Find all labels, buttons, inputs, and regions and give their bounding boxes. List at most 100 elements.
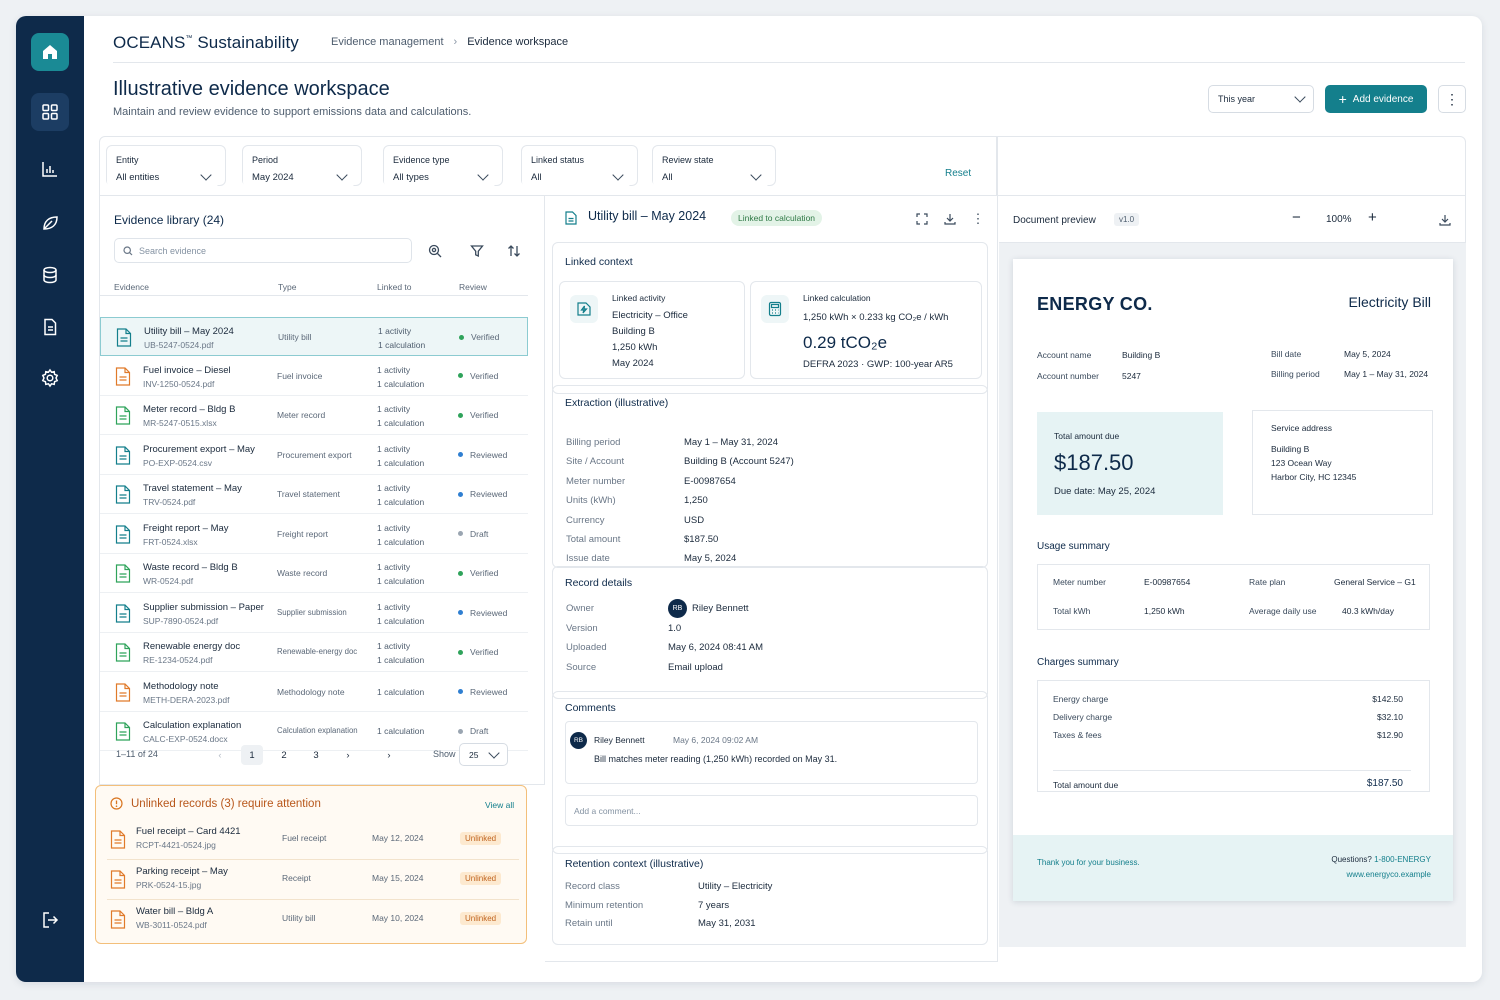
total-due-amount: $187.50 <box>1054 450 1134 475</box>
evidence-type: Utility bill <box>278 332 312 342</box>
filter-period[interactable]: Period May 2024 <box>242 145 362 187</box>
status-dot <box>458 412 463 418</box>
column-header-evidence[interactable]: Evidence <box>114 282 149 292</box>
unlinked-filename: RCPT-4421-0524.jpg <box>136 840 216 850</box>
search-icon <box>123 245 133 255</box>
table-row[interactable]: Supplier submission – Paper SUP-7890-0524… <box>100 594 528 633</box>
table-row[interactable]: Calculation explanation CALC-EXP-0524.doc… <box>100 712 528 751</box>
add-comment-input[interactable]: Add a comment... <box>565 795 978 826</box>
bill-title: Electricity Bill <box>1348 294 1431 310</box>
linked-activity-card[interactable]: Linked activity Electricity – Office Bui… <box>559 281 745 379</box>
breadcrumb-separator: › <box>453 36 458 48</box>
evidence-type: Calculation explanation <box>277 726 358 735</box>
filter-select[interactable]: All <box>522 167 631 187</box>
table-row[interactable]: Waste record – Bldg B WR-0524.pdf Waste re… <box>100 554 528 593</box>
column-header-type[interactable]: Type <box>278 282 297 292</box>
period-select[interactable]: This year <box>1208 85 1314 113</box>
linked-to-line2: 1 calculation <box>377 457 425 468</box>
unlinked-records-panel: Unlinked records (3) require attention V… <box>95 785 527 944</box>
expand-icon[interactable] <box>911 208 933 230</box>
table-row[interactable]: Renewable energy doc RE-1234-0524.pdf Rene… <box>100 633 528 672</box>
settings-gear-icon[interactable] <box>31 359 69 397</box>
table-row[interactable]: Fuel invoice – Diesel INV-1250-0524.pdf Fu… <box>100 357 528 396</box>
file-icon <box>115 682 131 702</box>
table-row[interactable]: Freight report – May FRT-0524.xlsx Freight… <box>100 515 528 554</box>
unlinked-filename: WB-3011-0524.pdf <box>136 920 207 930</box>
table-row[interactable]: Meter record – Bldg B MR-5247-0515.xlsx Me… <box>100 396 528 435</box>
comment-text: Bill matches meter reading (1,250 kWh) r… <box>594 754 838 764</box>
linked-context-title: Linked context <box>565 256 633 268</box>
prev-page-icon[interactable]: ‹ <box>218 749 222 761</box>
document-icon[interactable] <box>31 308 69 346</box>
zoom-in-icon[interactable]: + <box>1368 209 1377 226</box>
field-value: Riley Bennett <box>692 603 749 614</box>
linked-to-line2: 1 calculation <box>377 615 425 626</box>
table-row[interactable]: Methodology note METH-DERA-2023.pdf Method… <box>100 673 528 712</box>
add-evidence-button[interactable]: + Add evidence <box>1325 85 1427 113</box>
filter-review-state[interactable]: Review state All <box>652 145 776 187</box>
logout-icon[interactable] <box>31 901 69 939</box>
download-icon[interactable] <box>939 208 961 230</box>
filter-entity[interactable]: Entity All entities <box>106 145 226 187</box>
bill-document: ENERGY CO. Electricity Bill Account name… <box>1013 259 1453 901</box>
home-icon[interactable] <box>31 33 69 71</box>
unlinked-type: Receipt <box>282 873 311 883</box>
unlinked-name: Parking receipt – May <box>136 866 228 877</box>
status-dot <box>458 531 463 536</box>
status-dot <box>458 649 463 655</box>
advanced-search-icon[interactable] <box>424 240 446 262</box>
page-3-button[interactable]: 3 <box>313 749 319 761</box>
billing-period-label: Billing period <box>1271 369 1320 379</box>
filter-select[interactable]: All <box>653 167 769 187</box>
filter-label: Review state <box>662 155 714 165</box>
review-status: Verified <box>458 568 498 578</box>
website-link[interactable]: www.energyco.example <box>1346 870 1431 879</box>
view-all-link[interactable]: View all <box>485 800 515 810</box>
table-header-divider <box>100 295 528 296</box>
review-status: Verified <box>459 332 499 342</box>
unlinked-badge: Unlinked <box>460 912 502 925</box>
column-header-linked[interactable]: Linked to <box>377 282 412 292</box>
filter-select[interactable]: All entities <box>107 167 219 187</box>
next-page-icon[interactable]: › <box>346 749 350 761</box>
review-label: Reviewed <box>470 686 508 697</box>
bill-date-value: May 5, 2024 <box>1344 349 1391 359</box>
unlinked-row[interactable]: Parking receipt – May PRK-0524-15.jpg Rece… <box>107 860 519 900</box>
page-1-button[interactable]: 1 <box>241 745 263 765</box>
table-row[interactable]: Procurement export – May PO-EXP-0524.csv P… <box>100 436 528 475</box>
filter-select[interactable]: All types <box>384 167 496 187</box>
breadcrumb-parent[interactable]: Evidence management <box>331 36 444 48</box>
filter-select[interactable]: May 2024 <box>243 167 355 187</box>
unlinked-row[interactable]: Fuel receipt – Card 4421 RCPT-4421-0524.j… <box>107 820 519 860</box>
evidence-filename: METH-DERA-2023.pdf <box>143 694 230 705</box>
linked-calculation-card[interactable]: Linked calculation 1,250 kWh × 0.233 kg … <box>750 281 982 379</box>
sort-icon[interactable] <box>503 240 525 262</box>
charge-label: Energy charge <box>1053 694 1109 704</box>
per-page-select[interactable]: 25 <box>459 743 508 766</box>
activity-line2: Building B <box>612 326 655 337</box>
leaf-icon[interactable] <box>31 204 69 242</box>
detail-more-icon[interactable]: ⋮ <box>971 211 985 226</box>
calculator-icon <box>761 295 789 323</box>
filter-evidence-type[interactable]: Evidence type All types <box>383 145 503 187</box>
filter-linked-status[interactable]: Linked status All <box>521 145 638 187</box>
column-header-review[interactable]: Review <box>459 282 487 292</box>
table-row[interactable]: Travel statement – May TRV-0524.pdf Travel… <box>100 475 528 514</box>
unlinked-row[interactable]: Water bill – Bldg A WB-3011-0524.pdf Utili… <box>107 900 519 940</box>
last-page-icon[interactable]: › <box>387 749 391 761</box>
more-options-button[interactable]: ⋮ <box>1438 85 1466 113</box>
field-label: Billing period <box>566 437 621 448</box>
field-value: E-00987654 <box>684 475 736 487</box>
reset-filters-link[interactable]: Reset <box>945 168 972 179</box>
filter-funnel-icon[interactable] <box>466 240 488 262</box>
zoom-out-icon[interactable]: − <box>1292 209 1301 226</box>
table-row[interactable]: Utility bill – May 2024 UB-5247-0524.pdf U… <box>100 317 528 356</box>
page-2-button[interactable]: 2 <box>281 749 287 761</box>
preview-download-icon[interactable] <box>1434 209 1456 231</box>
status-dot <box>458 570 463 576</box>
search-input[interactable]: Search evidence <box>114 238 412 263</box>
database-icon[interactable] <box>31 256 69 294</box>
linked-to-line2: 1 calculation <box>377 378 425 389</box>
dashboard-grid-icon[interactable] <box>31 93 69 131</box>
analytics-chart-icon[interactable] <box>31 150 69 188</box>
